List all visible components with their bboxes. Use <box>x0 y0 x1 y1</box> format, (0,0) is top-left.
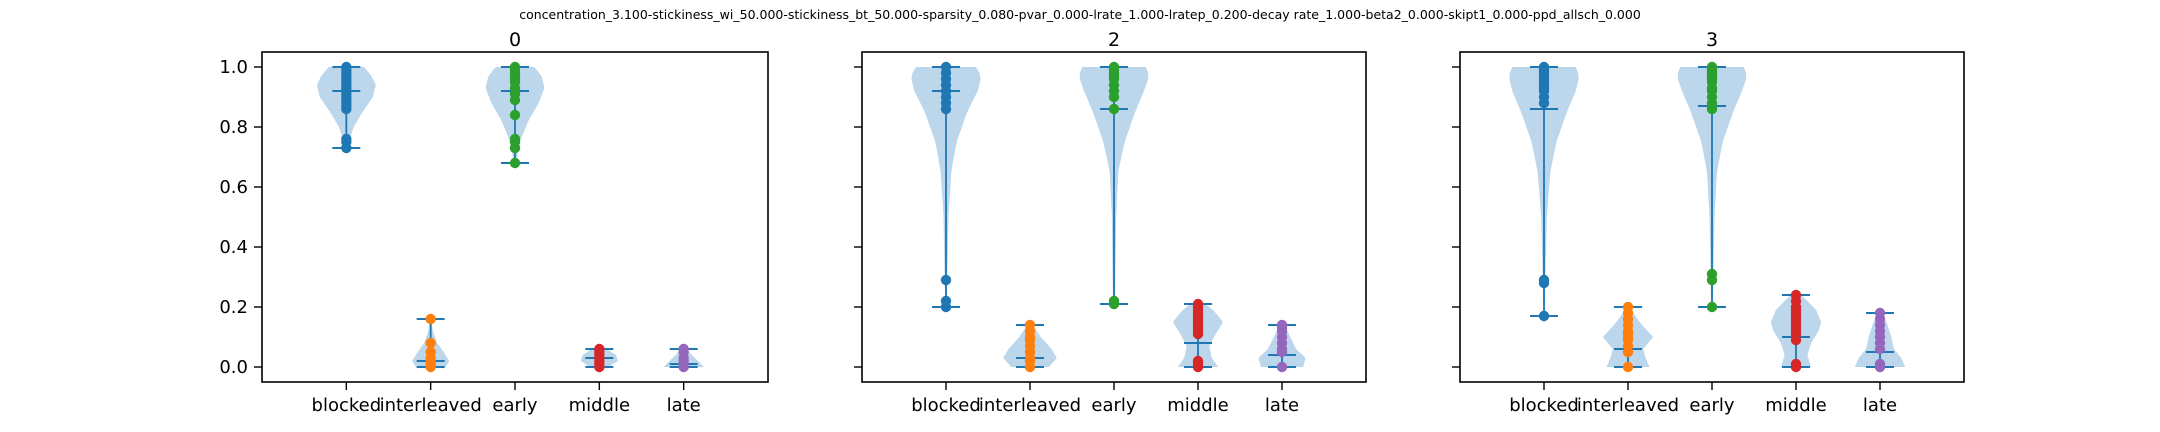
violin-early <box>485 61 545 169</box>
data-point <box>1706 61 1718 73</box>
x-tick-label: interleaved <box>380 395 482 416</box>
x-tick-label: early <box>1689 395 1735 416</box>
data-point <box>509 157 521 169</box>
data-point <box>1538 310 1550 322</box>
data-point <box>940 274 952 286</box>
data-point <box>678 343 689 355</box>
violin-middle <box>580 343 618 373</box>
data-point <box>509 109 521 121</box>
violin-late <box>663 343 704 373</box>
violin-middle <box>1173 298 1223 373</box>
x-tick-label: middle <box>1765 395 1826 416</box>
y-tick-label: 0.6 <box>219 177 248 198</box>
x-tick-label: late <box>1265 395 1299 416</box>
panel-title: 3 <box>1706 29 1718 51</box>
x-tick-label: blocked <box>911 395 981 416</box>
violin-middle <box>1770 289 1822 373</box>
data-point <box>940 61 952 73</box>
data-point <box>1276 319 1288 331</box>
y-tick-label: 0.8 <box>219 117 248 138</box>
x-tick-label: early <box>492 395 538 416</box>
violin-early <box>1677 61 1747 313</box>
violin-early <box>1079 61 1149 310</box>
data-point <box>1192 355 1204 367</box>
data-point <box>1874 358 1886 370</box>
panel-title: 2 <box>1108 29 1120 51</box>
violin-interleaved <box>412 313 450 373</box>
data-point <box>509 61 521 73</box>
data-point <box>1874 307 1886 319</box>
data-point <box>1622 361 1634 373</box>
data-point <box>940 295 952 307</box>
y-tick-label: 0.0 <box>219 357 248 378</box>
data-point <box>341 61 352 73</box>
figure-suptitle: concentration_3.100-stickiness_wi_50.000… <box>519 7 1641 22</box>
y-tick-label: 0.4 <box>219 237 248 258</box>
violin-blocked <box>1509 61 1579 322</box>
data-point <box>1622 301 1634 313</box>
violin-late <box>1258 319 1306 373</box>
data-point <box>341 133 352 145</box>
violin-interleaved <box>1602 301 1654 373</box>
data-point <box>1108 61 1120 73</box>
x-tick-label: interleaved <box>979 395 1081 416</box>
violin-blocked <box>911 61 981 313</box>
data-point <box>594 343 605 355</box>
data-point <box>509 133 521 145</box>
data-point <box>425 337 436 349</box>
violin-interleaved <box>1003 319 1057 373</box>
violin-late <box>1854 307 1906 373</box>
x-tick-label: middle <box>569 395 630 416</box>
x-tick-label: blocked <box>1509 395 1579 416</box>
data-point <box>1192 298 1204 310</box>
data-point <box>1276 361 1288 373</box>
x-tick-label: blocked <box>312 395 382 416</box>
data-point <box>1538 61 1550 73</box>
x-tick-label: late <box>667 395 701 416</box>
x-tick-label: early <box>1091 395 1137 416</box>
panel-title: 0 <box>509 29 521 51</box>
data-point <box>1108 103 1120 115</box>
data-point <box>1108 295 1120 307</box>
violin-blocked <box>316 61 376 154</box>
data-point <box>1706 268 1718 280</box>
data-point <box>1790 358 1802 370</box>
data-point <box>1024 319 1036 331</box>
data-point <box>425 313 436 325</box>
y-tick-label: 1.0 <box>219 57 248 78</box>
y-tick-label: 0.2 <box>219 297 248 318</box>
data-point <box>1538 274 1550 286</box>
data-point <box>1790 289 1802 301</box>
x-tick-label: middle <box>1167 395 1228 416</box>
x-tick-label: interleaved <box>1577 395 1679 416</box>
data-point <box>1706 301 1718 313</box>
x-tick-label: late <box>1863 395 1897 416</box>
data-point <box>425 346 436 358</box>
